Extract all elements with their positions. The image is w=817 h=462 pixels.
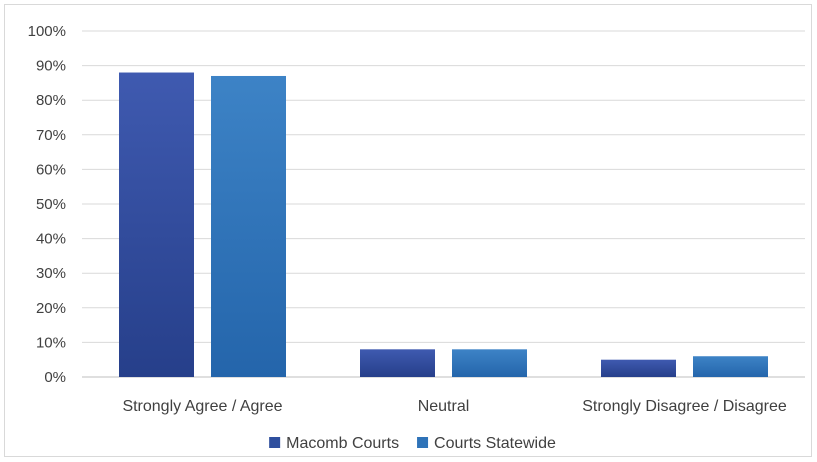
y-tick-label: 90% (36, 58, 66, 75)
legend: Macomb Courts Courts Statewide (269, 435, 556, 452)
legend-swatch-1 (417, 437, 429, 448)
gridlines (82, 30, 805, 378)
y-tick-label: 10% (36, 334, 66, 351)
x-category-label: Neutral (418, 398, 470, 415)
legend-label-0: Macomb Courts (286, 435, 399, 452)
x-axis-category-labels: Strongly Agree / Agree Neutral Strongly Di… (122, 398, 786, 415)
y-tick-label: 20% (36, 300, 66, 317)
legend-label-1: Courts Statewide (434, 435, 556, 452)
bars (119, 72, 768, 378)
y-tick-label: 30% (36, 265, 66, 282)
y-tick-label: 40% (36, 231, 66, 248)
bar-statewide-0 (211, 75, 286, 377)
legend-swatch-0 (269, 437, 281, 448)
bar-macomb-0 (119, 72, 194, 378)
bar-statewide-1 (452, 349, 527, 377)
x-category-label: Strongly Disagree / Disagree (582, 398, 787, 415)
y-tick-label: 100% (28, 23, 66, 40)
y-tick-label: 80% (36, 92, 66, 109)
y-tick-label: 60% (36, 161, 66, 178)
bar-macomb-2 (601, 359, 676, 377)
y-tick-label: 50% (36, 196, 66, 213)
x-category-label: Strongly Agree / Agree (122, 398, 282, 415)
y-tick-label: 70% (36, 127, 66, 144)
bar-statewide-2 (693, 356, 768, 377)
y-tick-label: 0% (44, 369, 66, 386)
bar-macomb-1 (360, 349, 435, 377)
y-axis-tick-labels: 0% 10% 20% 30% 40% 50% 60% 70% 80% 90% 100% (28, 23, 66, 386)
